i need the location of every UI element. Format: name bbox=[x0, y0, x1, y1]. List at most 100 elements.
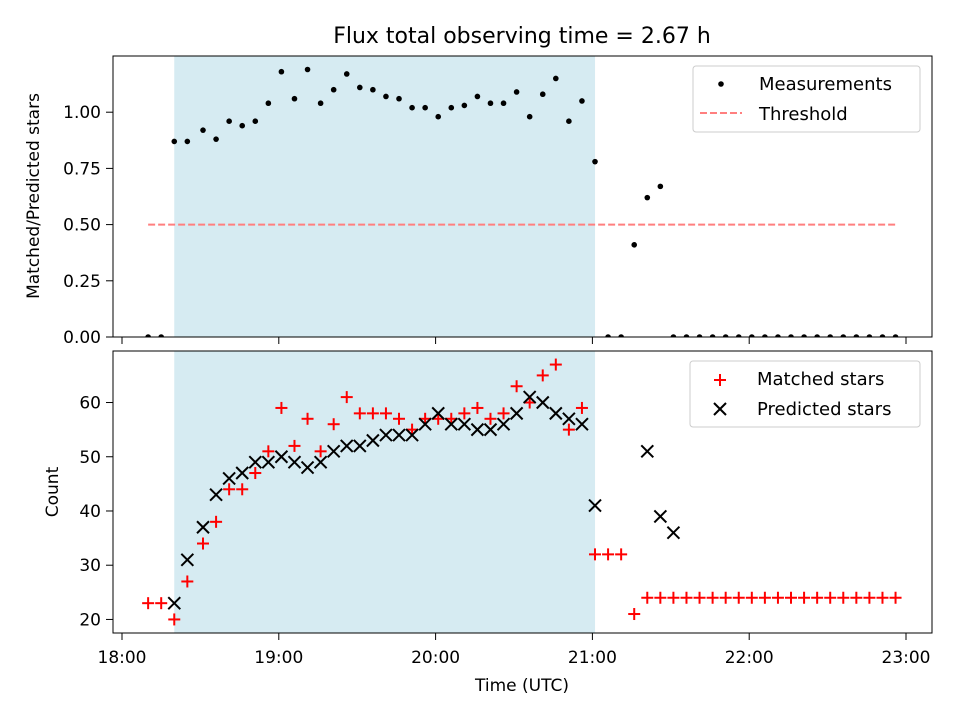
matched-stars-point bbox=[536, 369, 549, 382]
observing-window-shade bbox=[174, 351, 596, 633]
measurements-point bbox=[370, 86, 376, 93]
measurements-point bbox=[396, 95, 402, 102]
matched-stars-point bbox=[340, 391, 353, 404]
matched-stars-point bbox=[811, 591, 824, 604]
predicted-stars-point bbox=[235, 466, 249, 480]
measurements-point bbox=[226, 118, 232, 124]
measurements-point bbox=[683, 334, 690, 337]
matched-stars-point bbox=[314, 445, 327, 458]
measurements-point bbox=[239, 122, 246, 129]
measurements-point bbox=[184, 138, 191, 145]
ratio-panel: 0.00 0.25 0.50 0.75 1.00 Flux total observin… bbox=[24, 24, 933, 348]
measurements-point bbox=[383, 93, 389, 100]
count-x-tick-label: 18:00 bbox=[98, 648, 147, 668]
predicted-stars-point bbox=[588, 498, 602, 513]
ratio-y-axis-label: Matched/Predicted stars bbox=[24, 93, 44, 299]
matched-stars-point bbox=[327, 418, 340, 431]
measurements-point bbox=[213, 136, 219, 142]
count-plot-frame bbox=[112, 350, 933, 634]
matched-stars-point bbox=[445, 412, 458, 425]
matched-stars-point bbox=[785, 591, 798, 604]
matched-stars-point bbox=[575, 401, 588, 414]
observing-window-shade bbox=[174, 56, 596, 337]
measurements-point bbox=[879, 334, 886, 337]
matched-stars-point bbox=[523, 396, 536, 409]
predicted-stars-point bbox=[509, 406, 524, 421]
ratio-legend: Measurements Threshold bbox=[692, 65, 921, 133]
count-legend: Matched stars Predicted stars bbox=[689, 360, 921, 428]
count-x-tick-label: 20:00 bbox=[411, 648, 460, 668]
predicted-stars-point bbox=[549, 406, 563, 421]
measurements-point bbox=[487, 100, 494, 107]
matched-stars-point bbox=[497, 407, 510, 420]
matched-stars-point bbox=[393, 412, 406, 425]
measurements-point bbox=[330, 86, 337, 93]
measurements-point bbox=[657, 183, 664, 190]
matched-stars-point bbox=[366, 407, 379, 420]
measurements-point bbox=[265, 100, 272, 107]
matched-stars-point bbox=[471, 401, 484, 414]
predicted-stars-point bbox=[287, 455, 302, 469]
matched-stars-point bbox=[458, 407, 471, 420]
measurements-point bbox=[526, 113, 533, 120]
predicted-stars-point bbox=[431, 406, 445, 421]
matched-stars-point bbox=[510, 380, 523, 393]
measurements-point bbox=[814, 334, 820, 337]
predicted-stars-point bbox=[313, 455, 328, 469]
matched-stars-point bbox=[406, 423, 419, 436]
count-panel: 20 30 40 50 60 18:00 19:00 20:00 21:00 22:00 23:0… bbox=[43, 350, 933, 696]
measurements-point bbox=[827, 334, 834, 337]
matched-stars-point bbox=[379, 407, 392, 420]
count-x-tick-label: 23:00 bbox=[882, 648, 931, 668]
measurements-point bbox=[422, 104, 428, 111]
measurements-point bbox=[304, 66, 311, 73]
predicted-stars-point bbox=[300, 460, 315, 475]
measurements-point bbox=[801, 334, 807, 337]
predicted-stars-point bbox=[261, 455, 276, 469]
matched-stars-point bbox=[719, 591, 732, 604]
count-y-axis-label: Count bbox=[43, 466, 63, 517]
measurements-point bbox=[749, 334, 755, 337]
count-x-tick-label: 22:00 bbox=[725, 648, 774, 668]
measurements-point bbox=[605, 334, 611, 337]
measurements-point bbox=[145, 334, 151, 337]
legend-matched-marker bbox=[714, 374, 726, 386]
matched-stars-point bbox=[837, 591, 850, 604]
measurements-point bbox=[670, 334, 677, 337]
predicted-stars-point bbox=[562, 412, 576, 426]
matched-stars-point bbox=[168, 613, 181, 626]
measurements-point bbox=[735, 334, 742, 337]
predicted-stars-point bbox=[180, 553, 195, 567]
predicted-stars-point bbox=[340, 439, 354, 453]
predicted-stars-point bbox=[536, 395, 550, 410]
matched-stars-point bbox=[628, 608, 641, 621]
predicted-stars-point bbox=[666, 525, 681, 540]
predicted-stars-point bbox=[496, 417, 511, 431]
matched-stars-point bbox=[798, 591, 811, 604]
predicted-stars-point bbox=[483, 422, 498, 437]
ratio-y-tick-label: 0.00 bbox=[63, 328, 101, 348]
measurements-point bbox=[435, 113, 442, 120]
predicted-stars-point bbox=[353, 439, 367, 453]
predicted-stars-point bbox=[248, 455, 262, 469]
predicted-stars-point bbox=[418, 417, 432, 431]
measurements-point bbox=[553, 75, 559, 82]
predicted-stars-point bbox=[575, 417, 589, 431]
matched-stars-point bbox=[758, 591, 771, 604]
measurements-point bbox=[500, 100, 507, 107]
matched-stars-point bbox=[771, 591, 784, 604]
measurements-point bbox=[788, 334, 794, 337]
legend-measurements-marker bbox=[718, 81, 724, 87]
matched-stars-point bbox=[210, 515, 223, 528]
ratio-y-tick-label: 0.75 bbox=[63, 159, 101, 179]
measurements-point bbox=[409, 104, 415, 111]
matched-stars-point bbox=[680, 591, 693, 604]
matched-stars-point bbox=[889, 591, 902, 604]
matched-stars-point bbox=[863, 591, 876, 604]
predicted-stars-point bbox=[405, 428, 419, 442]
predicted-stars-point bbox=[457, 417, 472, 431]
measurements-point bbox=[200, 127, 206, 133]
matched-stars-point bbox=[301, 412, 314, 425]
predicted-stars-point bbox=[379, 428, 393, 442]
matched-stars-point bbox=[223, 483, 236, 496]
